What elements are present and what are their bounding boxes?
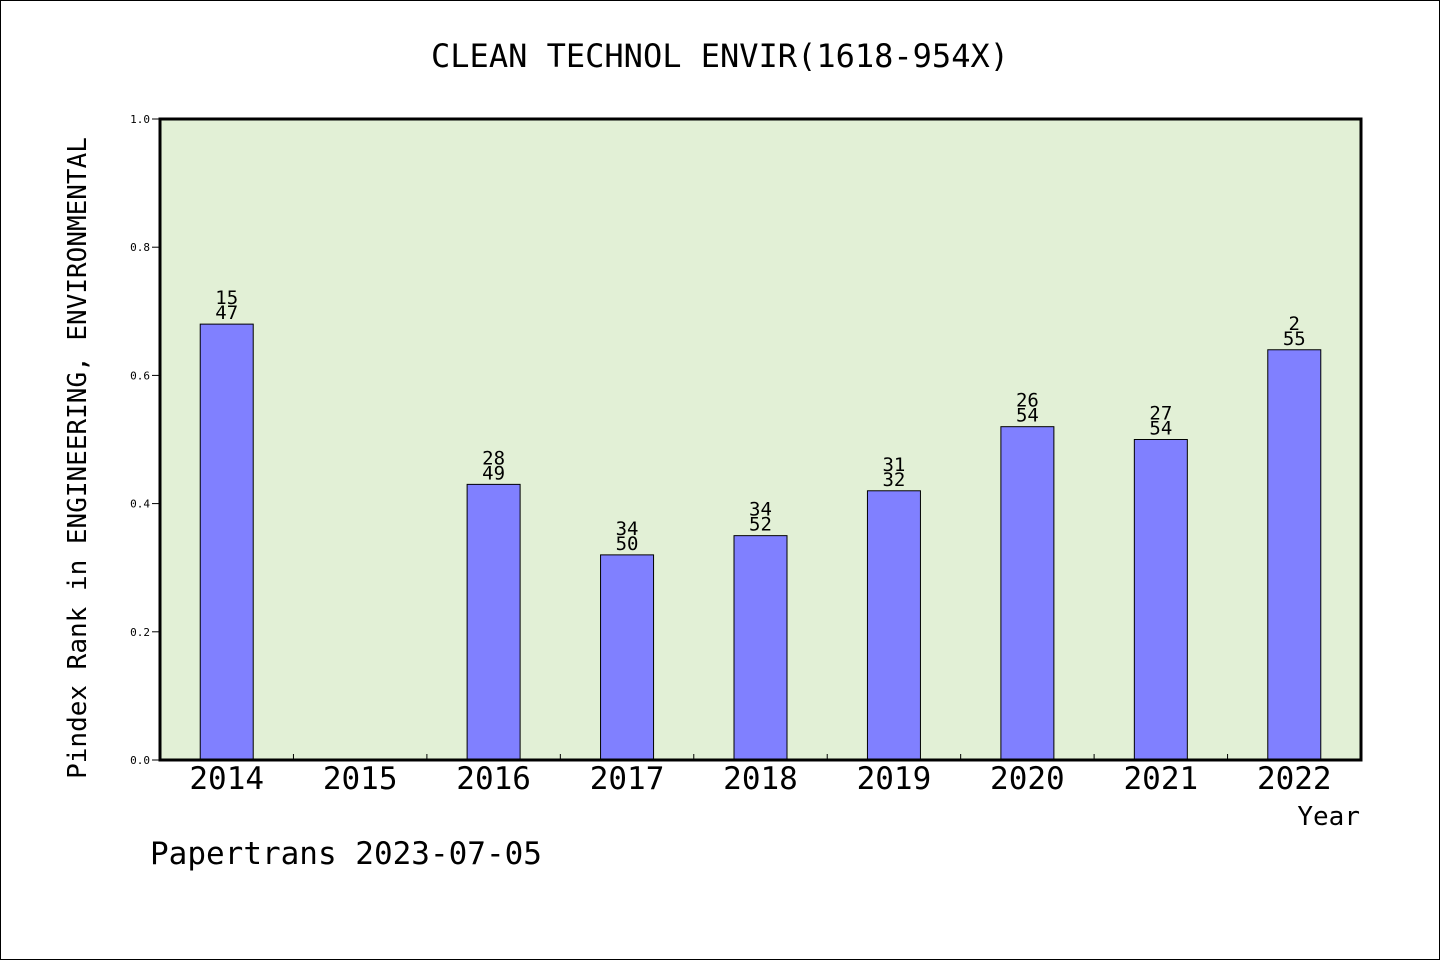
- y-tick-label: 1.0: [130, 113, 150, 126]
- bar-total-label-2022: 55: [1283, 328, 1306, 350]
- x-tick-label-2015: 2015: [323, 761, 398, 797]
- x-tick-label-2014: 2014: [189, 761, 264, 797]
- x-tick-label-2016: 2016: [456, 761, 531, 797]
- bar-total-label-2016: 49: [482, 462, 505, 484]
- bar-total-label-2021: 54: [1149, 418, 1172, 440]
- bar-rank-label-2017: 34: [616, 518, 639, 540]
- plot-border: [158, 117, 1363, 762]
- bar-2022: [1267, 349, 1322, 761]
- x-tick-label-2022: 2022: [1257, 761, 1332, 797]
- bar-total-label-2014: 47: [215, 302, 238, 324]
- y-tick-label: 0.2: [130, 626, 150, 639]
- bar-2017: [600, 554, 655, 761]
- bar-rank-label-2021: 27: [1149, 403, 1172, 425]
- bar-rank-label-2018: 34: [749, 499, 772, 521]
- y-tick-label: 0.4: [130, 498, 150, 511]
- x-tick-label-2020: 2020: [990, 761, 1065, 797]
- x-tick-label-2018: 2018: [723, 761, 798, 797]
- bar-2016: [466, 483, 521, 761]
- bar-2019: [866, 490, 921, 761]
- bar-rank-label-2022: 2: [1289, 313, 1300, 335]
- y-axis-label: Pindex Rank in ENGINEERING, ENVIRONMENTA…: [63, 137, 93, 779]
- x-tick-label-2017: 2017: [590, 761, 665, 797]
- x-axis-label: Year: [1297, 802, 1360, 832]
- y-tick-label: 0.8: [130, 241, 150, 254]
- bar-2018: [733, 535, 788, 761]
- bar-total-label-2017: 50: [616, 533, 639, 555]
- chart-title: CLEAN TECHNOL ENVIR(1618-954X): [431, 37, 1009, 75]
- x-tick-label-2021: 2021: [1124, 761, 1199, 797]
- y-tick-label: 0.6: [130, 369, 150, 382]
- bar-total-label-2020: 54: [1016, 405, 1039, 427]
- y-tick-label: 0.0: [130, 754, 150, 767]
- bar-rank-label-2014: 15: [215, 287, 238, 309]
- footer-credit: Papertrans 2023-07-05: [150, 836, 542, 872]
- bar-rank-label-2020: 26: [1016, 390, 1039, 412]
- bar-2014: [199, 323, 254, 761]
- x-tick-label-2019: 2019: [857, 761, 932, 797]
- bar-total-label-2019: 32: [882, 469, 905, 491]
- bar-total-label-2018: 52: [749, 514, 772, 536]
- bar-2021: [1133, 439, 1188, 761]
- bar-rank-label-2019: 31: [882, 454, 905, 476]
- bar-rank-label-2016: 28: [482, 447, 505, 469]
- bar-2020: [1000, 426, 1055, 761]
